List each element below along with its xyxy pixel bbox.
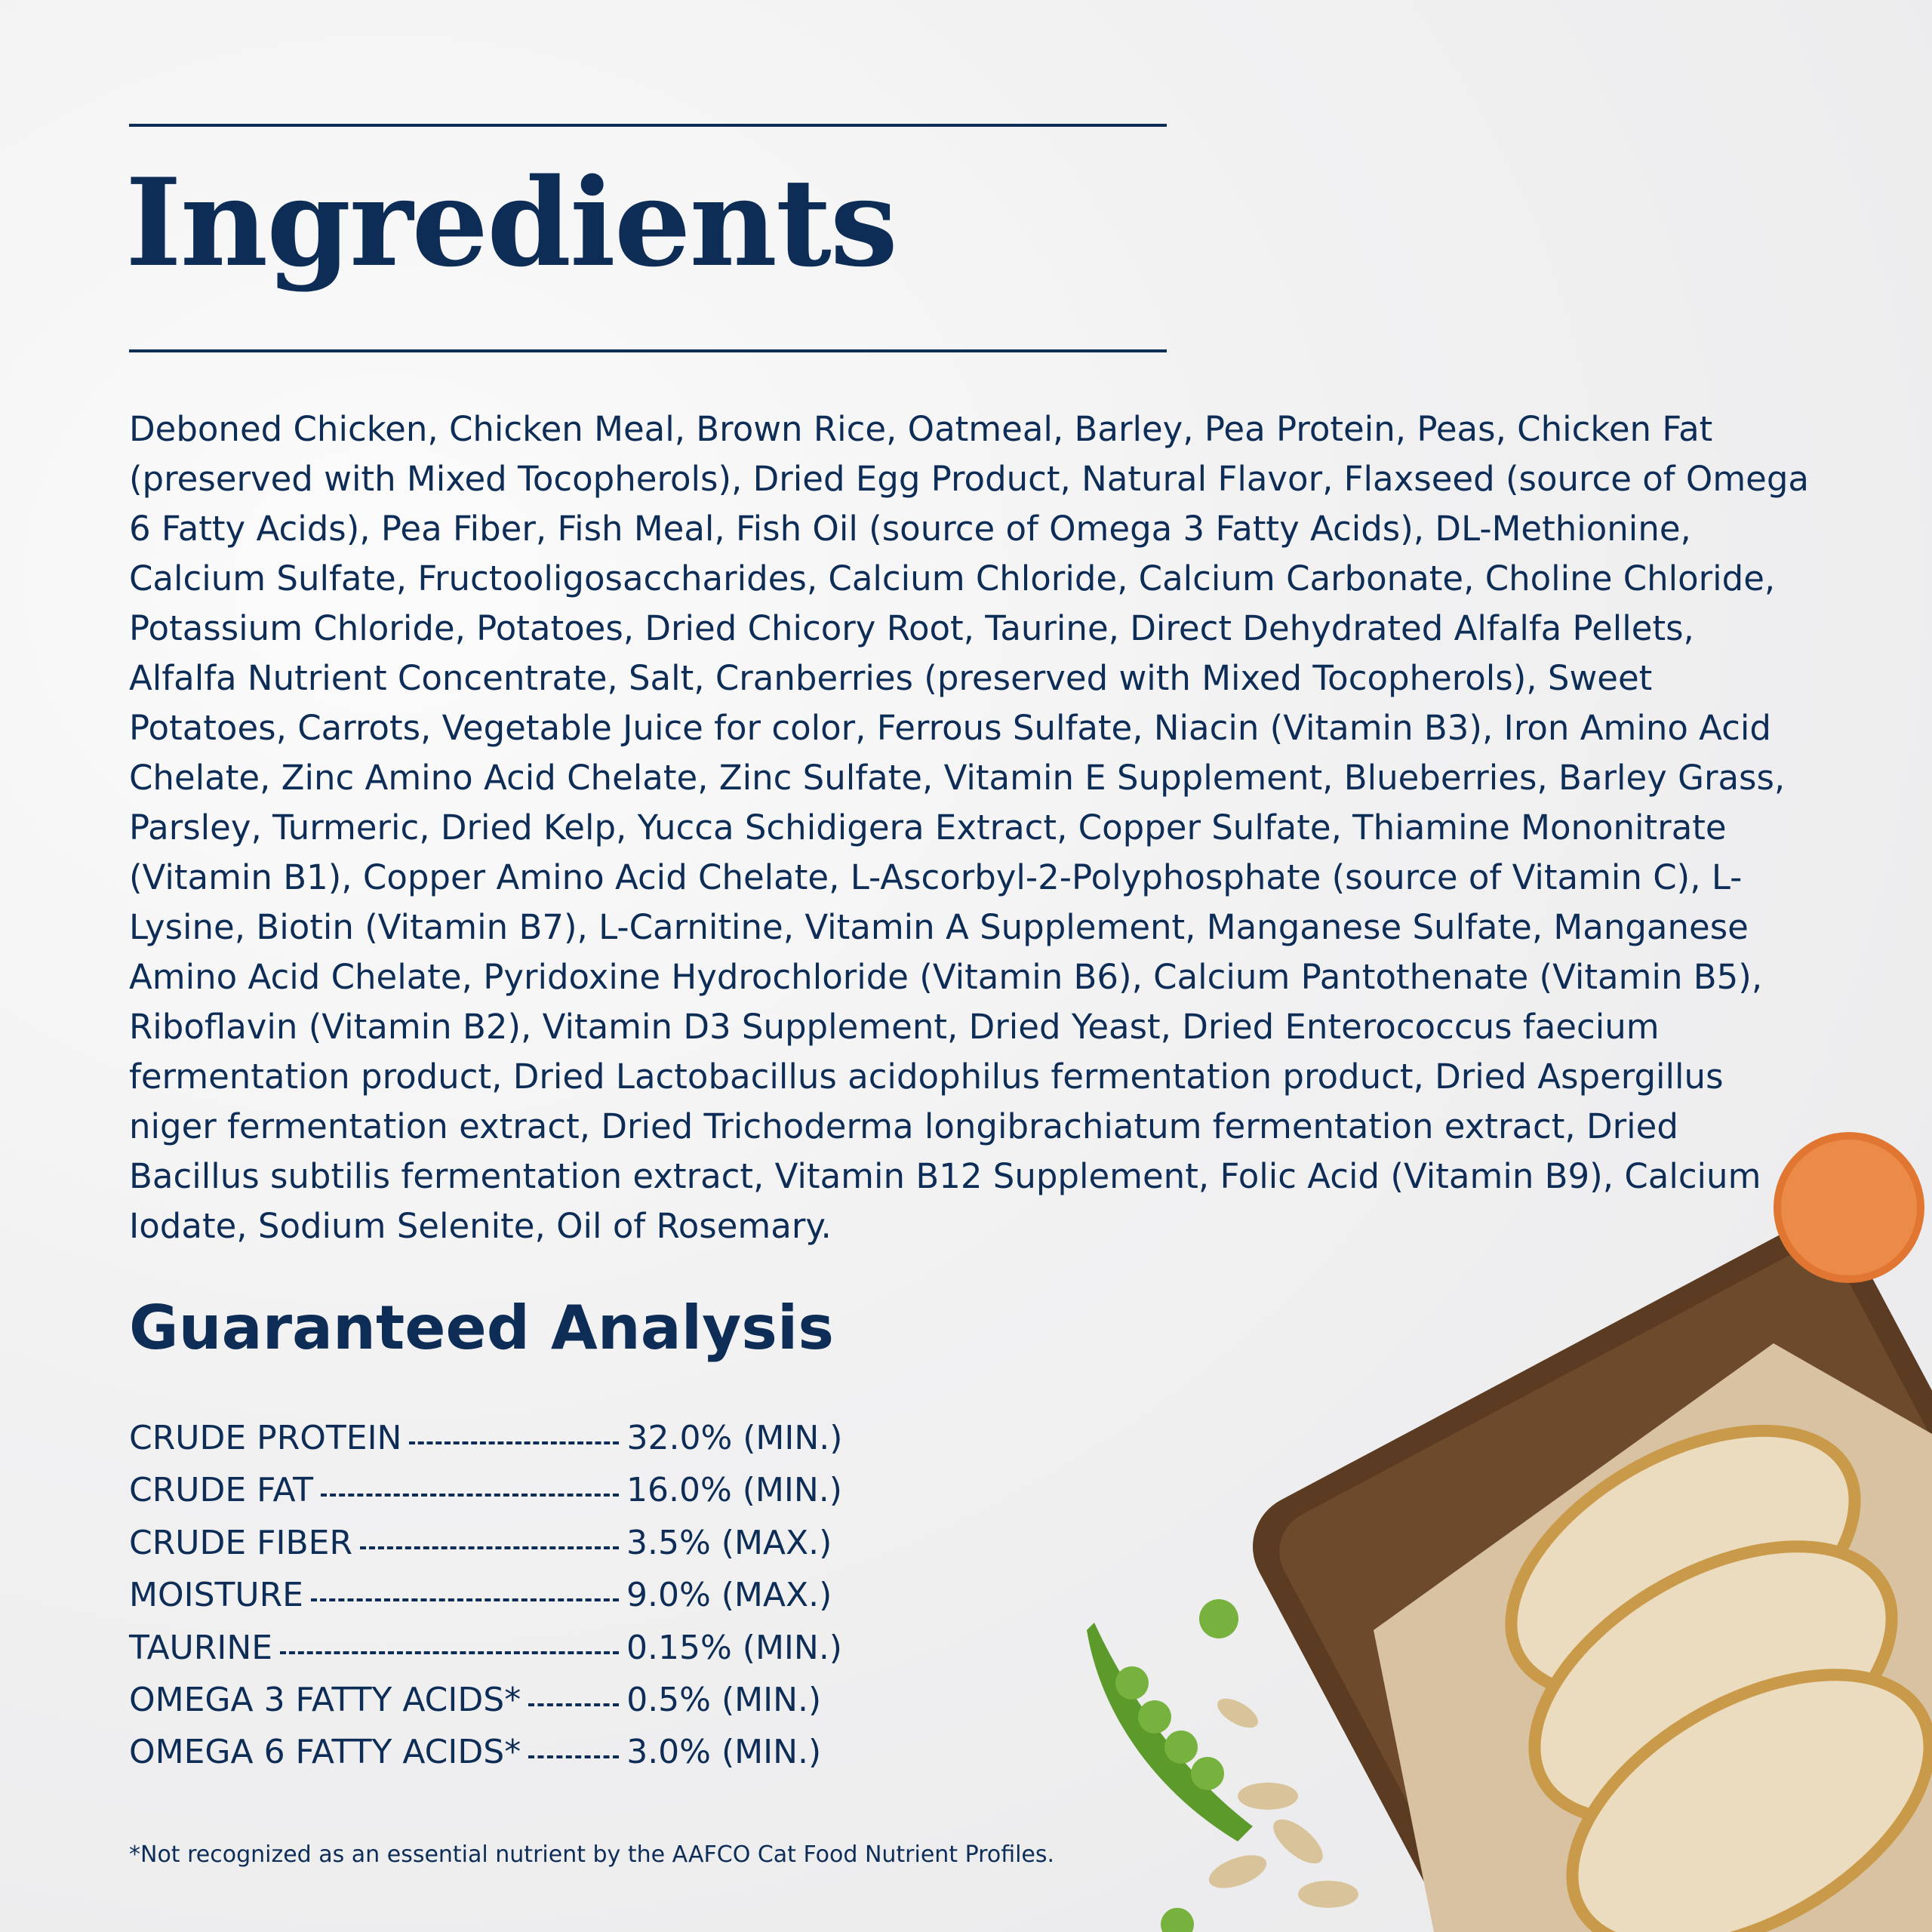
nutrient-label: OMEGA 3 FATTY ACIDS*	[129, 1680, 521, 1719]
dot-leader	[280, 1651, 620, 1654]
chicken-slices	[1505, 1424, 1932, 1932]
dot-leader	[528, 1703, 620, 1706]
nutrient-label: OMEGA 6 FATTY ACIDS*	[129, 1733, 521, 1772]
nutrient-value: 9.0% (MAX.)	[626, 1576, 832, 1615]
dot-leader	[409, 1441, 620, 1444]
nutrient-value: 3.5% (MAX.)	[626, 1523, 832, 1562]
nutrient-value: 16.0% (MIN.)	[626, 1471, 842, 1510]
analysis-row: CRUDE FAT 16.0% (MIN.)	[129, 1471, 854, 1523]
analysis-row: OMEGA 3 FATTY ACIDS* 0.5% (MIN.)	[129, 1681, 854, 1733]
nutrient-label: CRUDE FAT	[129, 1471, 313, 1510]
nutrient-value: 0.5% (MIN.)	[626, 1680, 822, 1719]
title: Ingredients	[125, 152, 898, 294]
analysis-title: Guaranteed Analysis	[129, 1293, 834, 1363]
nutrient-label: TAURINE	[129, 1628, 273, 1667]
ingredient-list: Deboned Chicken, Chicken Meal, Brown Ric…	[129, 409, 1810, 1246]
dot-leader	[528, 1755, 620, 1759]
bottom-rule	[129, 349, 1167, 352]
dot-leader	[360, 1546, 620, 1549]
analysis-row: OMEGA 6 FATTY ACIDS* 3.0% (MIN.)	[129, 1733, 854, 1785]
nutrient-value: 32.0% (MIN.)	[626, 1419, 843, 1457]
nutrient-value: 3.0% (MIN.)	[626, 1733, 822, 1772]
analysis-row: MOISTURE 9.0% (MAX.)	[129, 1576, 854, 1628]
peas	[1087, 1599, 1253, 1932]
dot-leader	[310, 1598, 619, 1602]
nutrient-label: MOISTURE	[129, 1576, 303, 1615]
analysis-row: TAURINE 0.15% (MIN.)	[129, 1629, 854, 1681]
analysis-row: CRUDE PROTEIN 32.0% (MIN.)	[129, 1419, 854, 1471]
analysis-row: CRUDE FIBER 3.5% (MAX.)	[129, 1524, 854, 1576]
analysis-table: CRUDE PROTEIN 32.0% (MIN.) CRUDE FAT 16.0% …	[129, 1419, 854, 1786]
oats	[1208, 1698, 1358, 1908]
top-rule	[129, 124, 1167, 127]
footnote: *Not recognized as an essential nutrient…	[129, 1841, 1055, 1868]
nutrient-label: CRUDE FIBER	[129, 1523, 353, 1562]
carrot	[1774, 1132, 1924, 1283]
nutrient-value: 0.15% (MIN.)	[626, 1628, 842, 1667]
dot-leader	[321, 1494, 619, 1497]
nutrient-label: CRUDE PROTEIN	[129, 1419, 402, 1457]
